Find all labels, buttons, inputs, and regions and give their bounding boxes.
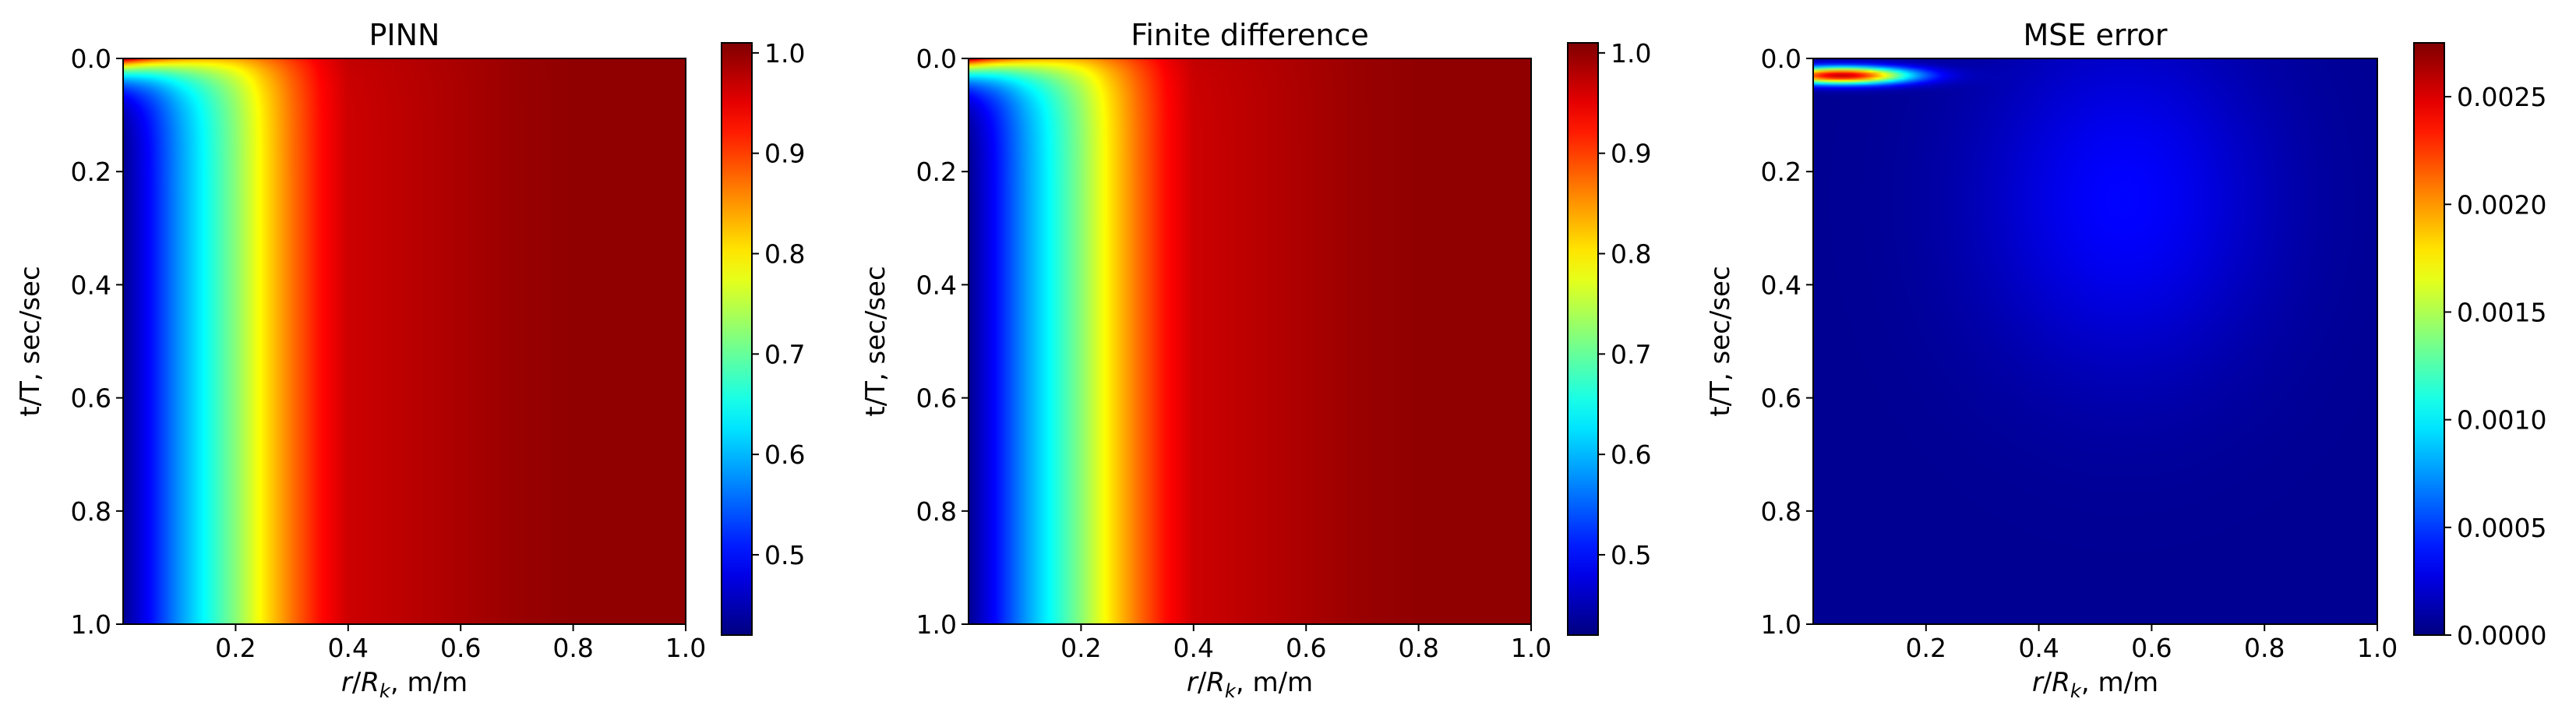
y-tick-label: 0.8 — [1761, 496, 1801, 527]
x-tick-label: 0.4 — [2018, 633, 2059, 663]
x-tick-label: 0.4 — [328, 633, 369, 663]
plot-frame — [968, 58, 1532, 625]
colorbar — [2413, 42, 2445, 636]
pinn-panel: PINN 0.2 0.4 0.6 0.8 1.0 0.0 0.2 0.4 0.6 0.8 1.0 r/R… — [15, 18, 805, 702]
colorbar-tick-label: 0.0010 — [2457, 405, 2546, 436]
y-tick-label: 0.0 — [71, 44, 111, 74]
y-tick-label: 1.0 — [916, 609, 957, 640]
x-tick-label: 0.6 — [2131, 633, 2172, 663]
x-tick-label: 0.6 — [1286, 633, 1326, 663]
x-tick-label: 1.0 — [665, 633, 706, 663]
y-tick-label: 1.0 — [1761, 609, 1801, 640]
mse-error-panel: MSE error 0.2 0.4 0.6 0.8 1.0 0.0 0.2 0.4 0.6 0.8 1… — [1705, 18, 2546, 702]
plot-title: Finite difference — [1131, 18, 1368, 52]
colorbar-tick-label: 1.0 — [1611, 38, 1651, 69]
colorbar-tick-label: 0.5 — [1611, 540, 1651, 570]
x-tick-label: 1.0 — [2357, 633, 2398, 663]
colorbar-tick-label: 0.7 — [764, 339, 805, 369]
y-tick-label: 0.6 — [916, 383, 957, 414]
plot-frame — [1812, 58, 2378, 625]
colorbar-tick-label: 0.0000 — [2457, 620, 2546, 651]
x-tick-label: 1.0 — [1511, 633, 1551, 663]
y-tick-label: 1.0 — [71, 609, 111, 640]
colorbar-tick-label: 0.9 — [1611, 139, 1651, 169]
y-tick-label: 0.4 — [71, 270, 111, 300]
colorbar-tick-label: 0.0020 — [2457, 189, 2546, 220]
x-axis-label: r/Rk, m/m — [1187, 667, 1313, 702]
heatmap-image — [1813, 58, 2377, 624]
y-tick-label: 0.6 — [71, 383, 111, 414]
y-tick-label: 0.2 — [1761, 157, 1801, 187]
y-tick-label: 0.8 — [916, 496, 957, 527]
colorbar-tick-label: 0.6 — [1611, 439, 1651, 470]
heatmap-image — [969, 58, 1531, 624]
x-tick-label: 0.8 — [2244, 633, 2285, 663]
colorbar — [1567, 42, 1599, 636]
colorbar-tick-label: 0.9 — [764, 139, 805, 169]
colorbar — [721, 42, 753, 636]
x-tick-label: 0.6 — [440, 633, 481, 663]
x-tick-label: 0.8 — [552, 633, 593, 663]
y-axis-label: t/T, sec/sec — [1705, 266, 1736, 416]
colorbar-tick-label: 0.5 — [764, 540, 805, 570]
y-tick-label: 0.2 — [916, 157, 957, 187]
colorbar-tick-label: 0.0015 — [2457, 297, 2546, 327]
x-axis-label: r/Rk, m/m — [2032, 667, 2158, 702]
y-axis-label: t/T, sec/sec — [860, 266, 891, 416]
y-tick-label: 0.0 — [1761, 44, 1801, 74]
colorbar-tick-label: 0.6 — [764, 439, 805, 470]
colorbar-tick-label: 0.8 — [1611, 239, 1651, 270]
heatmap-image — [123, 58, 686, 624]
colorbar-tick-label: 0.7 — [1611, 339, 1651, 369]
y-tick-label: 0.8 — [71, 496, 111, 527]
colorbar-tick-label: 1.0 — [764, 38, 805, 69]
x-tick-label: 0.2 — [1060, 633, 1101, 663]
colorbar-tick-label: 0.0005 — [2457, 513, 2546, 543]
x-tick-label: 0.2 — [1906, 633, 1946, 663]
x-tick-label: 0.4 — [1173, 633, 1214, 663]
colorbar-tick-label: 0.0025 — [2457, 82, 2546, 112]
plot-title: MSE error — [2024, 18, 2168, 52]
plot-title: PINN — [369, 18, 440, 52]
y-tick-label: 0.0 — [916, 44, 957, 74]
y-tick-label: 0.4 — [1761, 270, 1801, 300]
y-tick-label: 0.2 — [71, 157, 111, 187]
y-tick-label: 0.6 — [1761, 383, 1801, 414]
plot-frame — [122, 58, 686, 625]
finite-difference-panel: Finite difference 0.2 0.4 0.6 0.8 1.0 0.0 0.2 0.… — [860, 18, 1651, 702]
y-tick-label: 0.4 — [916, 270, 957, 300]
x-tick-label: 0.2 — [215, 633, 256, 663]
y-axis-label: t/T, sec/sec — [15, 266, 46, 416]
x-axis-label: r/Rk, m/m — [341, 667, 468, 702]
colorbar-tick-label: 0.8 — [764, 239, 805, 270]
x-tick-label: 0.8 — [1398, 633, 1438, 663]
